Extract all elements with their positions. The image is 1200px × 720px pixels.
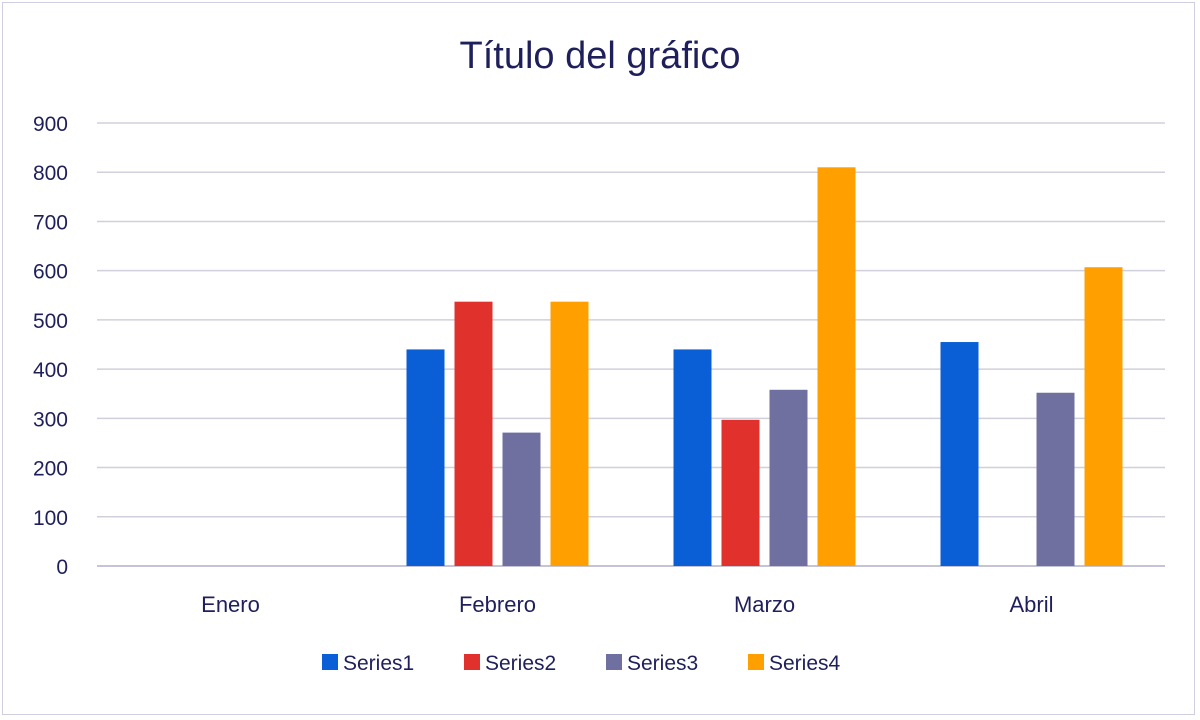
y-tick-label: 800 bbox=[33, 162, 68, 185]
legend-swatch bbox=[606, 654, 622, 670]
y-axis-tick-labels: 0 100 200 300 400 500 600 700 800 900 bbox=[33, 113, 68, 579]
y-tick-label: 900 bbox=[33, 113, 68, 136]
legend-swatch bbox=[748, 654, 764, 670]
chart-title: Título del gráfico bbox=[460, 35, 741, 77]
x-tick-label: Abril bbox=[1009, 592, 1053, 617]
legend-swatch bbox=[464, 654, 480, 670]
y-tick-label: 400 bbox=[33, 359, 68, 382]
bar-series2-febrero bbox=[454, 301, 493, 566]
bar-series4-febrero bbox=[550, 301, 589, 566]
bar-series1-marzo bbox=[673, 349, 712, 566]
x-tick-label: Marzo bbox=[734, 592, 795, 617]
bar-series4-marzo bbox=[817, 167, 856, 567]
y-tick-label: 600 bbox=[33, 261, 68, 284]
bar-series3-abril bbox=[1036, 392, 1075, 566]
bar-series3-febrero bbox=[502, 432, 541, 566]
legend-swatch bbox=[322, 654, 338, 670]
x-tick-label: Febrero bbox=[459, 592, 536, 617]
y-tick-label: 300 bbox=[33, 408, 68, 431]
y-tick-label: 700 bbox=[33, 211, 68, 234]
x-axis-tick-labels: Enero Febrero Marzo Abril bbox=[201, 592, 1053, 617]
legend-label: Series1 bbox=[343, 652, 414, 675]
legend-label: Series4 bbox=[769, 652, 841, 675]
y-tick-label: 200 bbox=[33, 458, 68, 481]
bar-series1-abril bbox=[940, 342, 979, 566]
bar-series2-marzo bbox=[721, 419, 760, 566]
bar-series1-febrero bbox=[406, 349, 445, 566]
bars bbox=[406, 167, 1123, 567]
grid-layer bbox=[97, 122, 1165, 567]
y-tick-label: 500 bbox=[33, 310, 68, 333]
y-tick-label: 0 bbox=[56, 556, 68, 579]
y-tick-label: 100 bbox=[33, 507, 68, 530]
legend: Series1 Series2 Series3 Series4 bbox=[322, 652, 841, 675]
legend-label: Series3 bbox=[627, 652, 698, 675]
bar-series3-marzo bbox=[769, 389, 808, 566]
legend-label: Series2 bbox=[485, 652, 556, 675]
x-tick-label: Enero bbox=[201, 592, 260, 617]
bar-series4-abril bbox=[1084, 267, 1123, 566]
